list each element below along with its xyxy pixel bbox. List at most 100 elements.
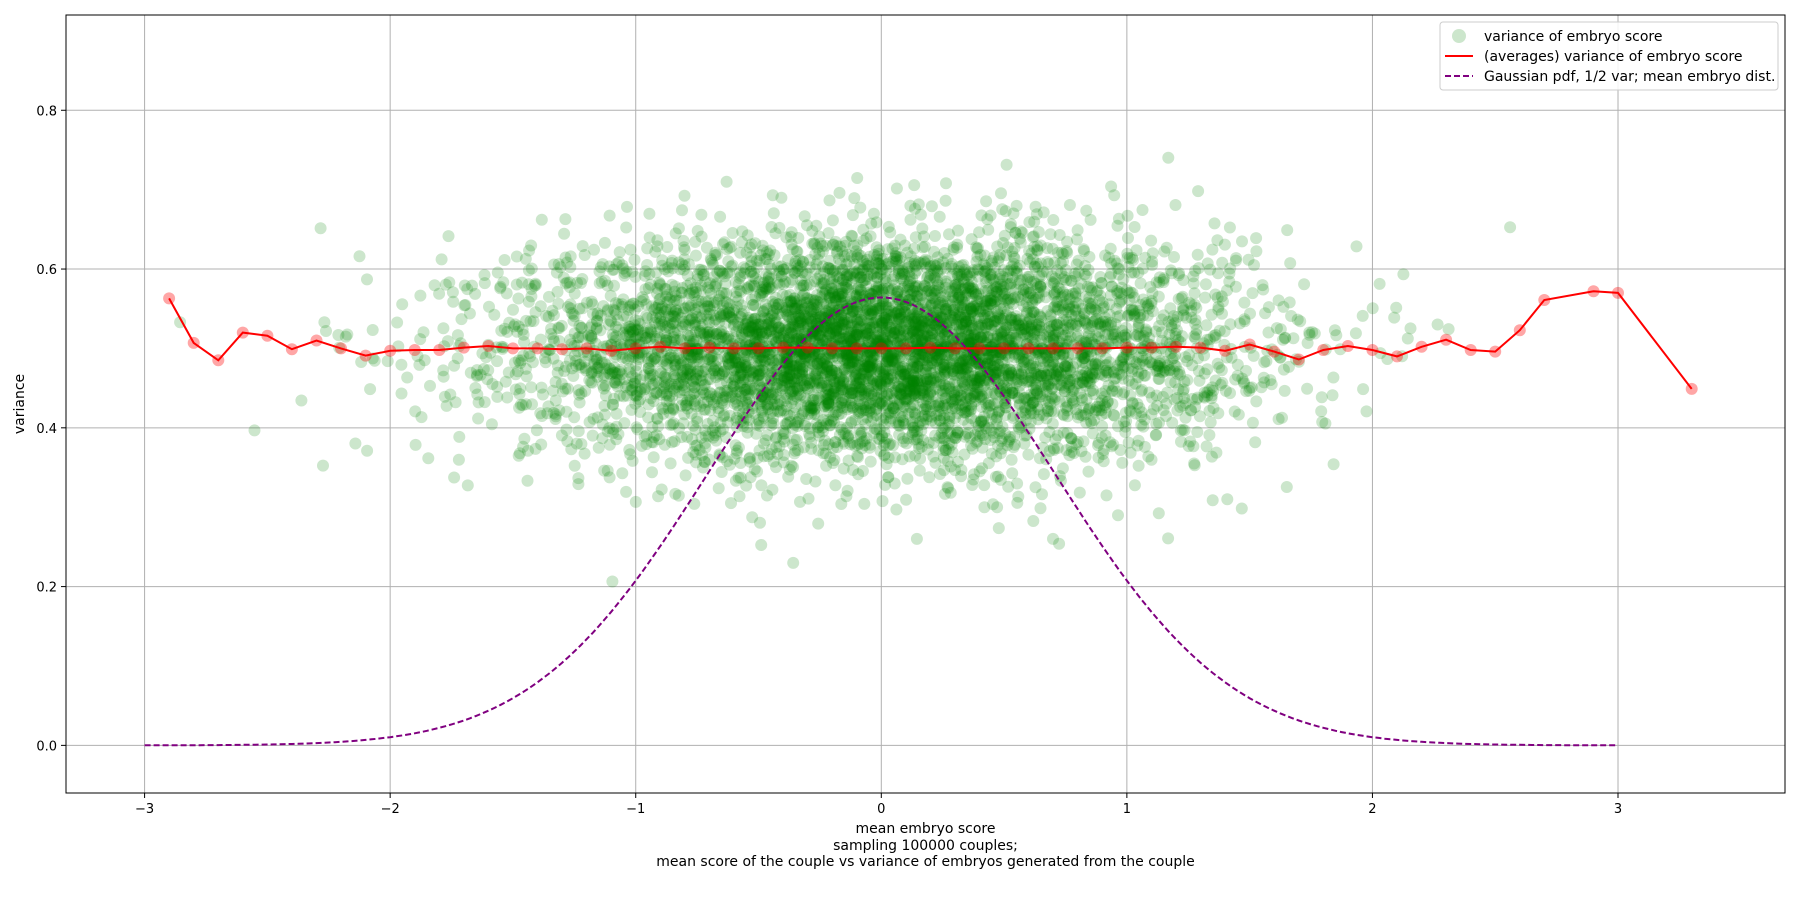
scatter-point [996,432,1009,445]
scatter-point [616,467,629,480]
scatter-point [941,252,954,265]
scatter-point [797,279,810,292]
scatter-point [636,291,649,304]
scatter-point [1138,413,1151,426]
scatter-point [843,331,856,343]
scatter-point [1125,266,1138,279]
scatter-point [725,497,737,510]
scatter-point [469,382,482,394]
scatter-point [707,258,720,271]
scatter-point [772,372,785,385]
scatter-point [743,392,755,405]
scatter-point [881,399,894,412]
scatter-point [1160,336,1173,349]
scatter-point [1043,445,1056,457]
scatter-point [1082,264,1095,276]
scatter-point [958,351,971,364]
scatter-point [744,370,756,383]
scatter-point [512,449,525,462]
scatter-point [784,295,797,308]
scatter-point [1128,291,1141,304]
scatter-point [832,288,845,300]
scatter-point [756,239,769,252]
scatter-point [498,254,511,266]
scatter-point [927,373,940,386]
scatter-point [1060,264,1072,277]
scatter-point [674,311,687,324]
scatter-point [663,316,676,329]
scatter-point [1007,250,1020,263]
scatter-point [922,321,935,334]
scatter-point [741,366,754,379]
scatter-point [646,378,659,391]
scatter-point [878,312,891,325]
scatter-point [1301,337,1314,349]
scatter-point [900,395,913,408]
scatter-point [1188,287,1201,300]
scatter-point [1250,232,1263,245]
scatter-point [689,319,702,332]
scatter-point [1027,515,1040,527]
scatter-point [1298,278,1311,291]
scatter-point [1026,317,1039,330]
scatter-point [1146,287,1159,300]
scatter-point [1154,355,1167,368]
scatter-point [971,263,984,275]
scatter-point [437,322,450,335]
scatter-point [896,411,909,424]
scatter-point [1099,328,1112,341]
scatter-series [174,151,1517,588]
scatter-point [984,310,997,323]
scatter-point [415,411,428,424]
scatter-point [761,398,774,411]
scatter-point [1188,459,1201,472]
scatter-point [901,329,913,342]
scatter-point [590,323,603,335]
scatter-point [655,483,668,496]
scatter-point [911,360,924,373]
scatter-point [753,379,766,392]
scatter-point [1264,374,1277,387]
scatter-point [1053,348,1066,361]
scatter-point [885,329,898,342]
scatter-point [823,321,836,334]
scatter-point [861,303,874,316]
scatter-point [572,472,585,485]
scatter-point [1079,315,1091,328]
scatter-point [966,442,979,455]
scatter-point [766,398,779,411]
scatter-point [758,392,771,405]
scatter-point [909,351,922,363]
scatter-point [1083,326,1096,339]
scatter-point [1116,456,1129,469]
scatter-point [786,273,799,286]
scatter-point [598,236,611,249]
scatter-point [929,262,942,275]
scatter-point [932,258,945,271]
scatter-point [471,368,484,381]
scatter-point [739,383,752,396]
scatter-point [780,362,793,375]
scatter-point [1105,257,1118,270]
scatter-point [775,191,788,204]
scatter-point [826,214,839,227]
scatter-point [738,383,751,396]
scatter-point [740,246,753,259]
scatter-point [1075,350,1088,363]
scatter-point [947,333,960,345]
scatter-point [1054,367,1067,380]
scatter-point [1021,286,1034,299]
scatter-point [1057,290,1070,303]
scatter-point [749,333,762,346]
scatter-point [417,326,430,339]
scatter-point [871,334,883,347]
scatter-point [875,387,888,400]
scatter-point [1206,243,1219,256]
scatter-point [437,370,450,383]
scatter-point [927,264,940,277]
scatter-point [762,319,775,331]
scatter-point [858,497,871,510]
scatter-point [395,387,408,400]
scatter-point [890,182,903,195]
scatter-point [1388,311,1401,324]
